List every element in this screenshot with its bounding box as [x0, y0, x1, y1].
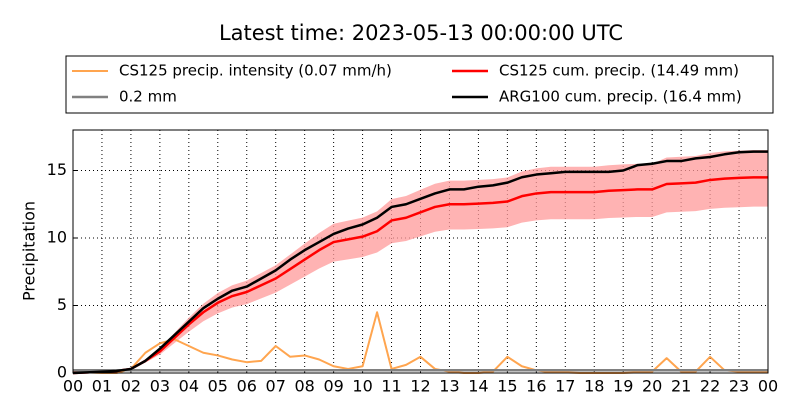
- x-tick-label: 07: [266, 377, 286, 396]
- series-line: [72, 176, 768, 375]
- x-tick-label: 09: [323, 377, 343, 396]
- x-tick-label: 05: [208, 377, 228, 396]
- x-tick-label: 19: [613, 377, 633, 396]
- x-tick-label: 15: [497, 377, 517, 396]
- y-tick-label: 15: [47, 160, 67, 179]
- x-tick-label: 03: [150, 377, 170, 396]
- x-tick-label: 14: [468, 377, 488, 396]
- x-tick-label: 02: [121, 377, 141, 396]
- x-tick-label: 08: [294, 377, 314, 396]
- x-tick-label: 00: [758, 377, 778, 396]
- x-tick-label: 20: [642, 377, 662, 396]
- x-tick-label: 13: [439, 377, 459, 396]
- y-tick-label: 0: [57, 363, 67, 382]
- x-tick-label: 18: [584, 377, 604, 396]
- x-tick-label: 17: [555, 377, 575, 396]
- x-tick-label: 00: [63, 377, 83, 396]
- legend-label: CS125 precip. intensity (0.07 mm/h): [119, 62, 392, 80]
- uncertainty-band: [73, 149, 768, 373]
- x-tick-label: 21: [671, 377, 691, 396]
- x-tick-label: 01: [92, 377, 112, 396]
- legend-label: CS125 cum. precip. (14.49 mm): [499, 62, 739, 80]
- series-line: [72, 311, 769, 374]
- y-tick-label: 5: [57, 295, 67, 314]
- legend-label: ARG100 cum. precip. (16.4 mm): [499, 88, 742, 106]
- y-axis-label: Precipitation: [20, 201, 39, 301]
- series-line: [72, 150, 768, 375]
- chart-title: Latest time: 2023-05-13 00:00:00 UTC: [219, 21, 623, 45]
- plot-area: 00 01 02 03 04 05 06 07 08 09 10 11 12 13 14 15 16 17 18 19…: [47, 129, 778, 396]
- legend: CS125 precip. intensity (0.07 mm/h) CS125…: [72, 62, 742, 106]
- x-tick-label: 06: [237, 377, 257, 396]
- legend-label: 0.2 mm: [119, 88, 177, 106]
- x-tick-label: 04: [179, 377, 199, 396]
- x-tick-label: 22: [700, 377, 720, 396]
- x-tick-label: 12: [410, 377, 430, 396]
- x-tick-label: 16: [526, 377, 546, 396]
- plot-frame: [72, 129, 769, 374]
- x-tick-label: 11: [381, 377, 401, 396]
- legend-box: [65, 55, 774, 114]
- x-tick-label: 23: [729, 377, 749, 396]
- y-tick-label: 10: [47, 228, 67, 247]
- x-tick-label: 10: [352, 377, 372, 396]
